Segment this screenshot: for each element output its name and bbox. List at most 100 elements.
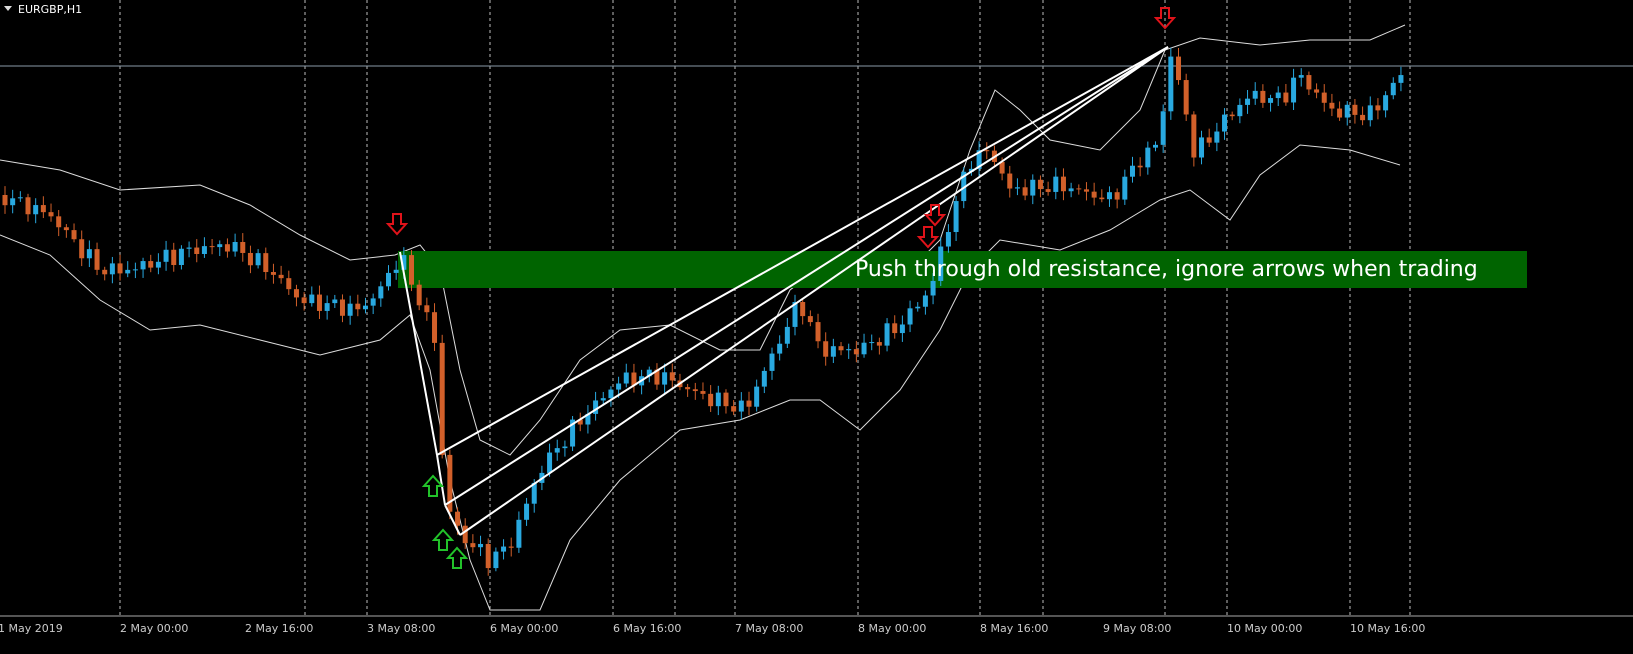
candle-body [347,303,353,316]
candles [2,47,1404,576]
candle-body [700,391,706,394]
time-label: 6 May 16:00 [613,622,681,635]
candle-body [71,230,77,240]
candle-body [125,269,131,274]
candle-body [754,386,760,407]
candle-body [171,249,177,266]
candle-body [1099,197,1105,200]
candle-body [708,393,714,407]
candle-body [378,286,384,299]
time-label: 3 May 08:00 [367,622,435,635]
candle-body [792,302,798,327]
time-label: 10 May 00:00 [1227,622,1302,635]
candle-body [117,263,123,274]
candle-body [501,546,507,552]
candle-body [1122,176,1128,200]
candle-body [961,171,967,202]
candle-body [823,341,829,357]
candle-body [662,372,668,385]
time-label: 8 May 16:00 [980,622,1048,635]
candle-body [1291,77,1297,103]
candle-body [1076,188,1082,190]
time-label: 8 May 00:00 [858,622,926,635]
sell-arrow [923,204,947,227]
candle-body [1398,75,1404,83]
trend-line [399,251,438,456]
trend-line [444,504,461,536]
candle-body [63,227,69,231]
candle-body [554,448,560,453]
candle-body [746,400,752,407]
candle-body [293,289,299,298]
candle-body [432,312,438,343]
candle-body [1314,89,1320,93]
band-line [0,24,1406,456]
candle-body [240,241,246,253]
candle-body [976,150,982,169]
candle-body [48,212,54,217]
candle-body [815,322,821,342]
candle-body [324,303,330,311]
candle-body [33,205,39,215]
candle-body [416,284,422,306]
candle-body [10,198,16,206]
candle-body [907,308,913,325]
candle-body [1321,92,1327,103]
candle-body [1106,192,1112,200]
candle-body [1306,75,1312,90]
candle-body [623,372,629,384]
candle-body [1137,165,1143,168]
candle-body [17,197,23,199]
candle-body [999,161,1005,174]
candle-body [2,195,8,206]
candle-body [1237,104,1243,117]
candle-body [922,295,928,307]
annotation-box [398,251,1527,288]
candle-body [731,406,737,412]
trend-line [436,454,446,506]
candle-body [892,323,898,334]
candle-body [462,525,468,544]
candle-body [278,274,284,279]
candle-body [186,247,192,249]
candle-body [232,241,238,252]
candle-body [316,294,322,311]
candle-body [163,249,169,262]
candle-body [140,261,146,270]
trend-line [459,46,1169,536]
candle-body [1014,187,1020,189]
buy-arrow [431,528,455,551]
symbol-label: EURGBP,H1 [18,3,82,16]
candle-body [1383,95,1389,111]
candle-body [1367,105,1373,121]
candle-body [217,244,223,248]
menu-arrow[interactable] [4,6,12,11]
time-label: 1 May 2019 [0,622,63,635]
trend-line [444,46,1169,506]
candle-body [869,342,875,344]
candle-body [593,400,599,414]
candle-body [1275,92,1281,99]
time-label: 9 May 08:00 [1103,622,1171,635]
candle-body [40,205,46,213]
candle-body [1298,75,1304,78]
candle-body [478,543,484,548]
candle-body [401,255,407,270]
candle-body [968,168,974,172]
candle-body [339,299,345,316]
buy-arrow [421,474,445,497]
candle-body [25,197,31,215]
candle-body [1337,108,1343,118]
candle-body [309,294,315,304]
candle-body [393,269,399,273]
candle-body [1260,90,1266,103]
candle-body [1360,114,1366,121]
candle-body [1245,98,1251,105]
candle-body [876,342,882,346]
candle-body [516,519,522,548]
candle-body [132,269,138,271]
candle-body [1222,114,1228,132]
candle-body [761,370,767,387]
candle-body [685,387,691,390]
candle-body [1352,104,1358,115]
